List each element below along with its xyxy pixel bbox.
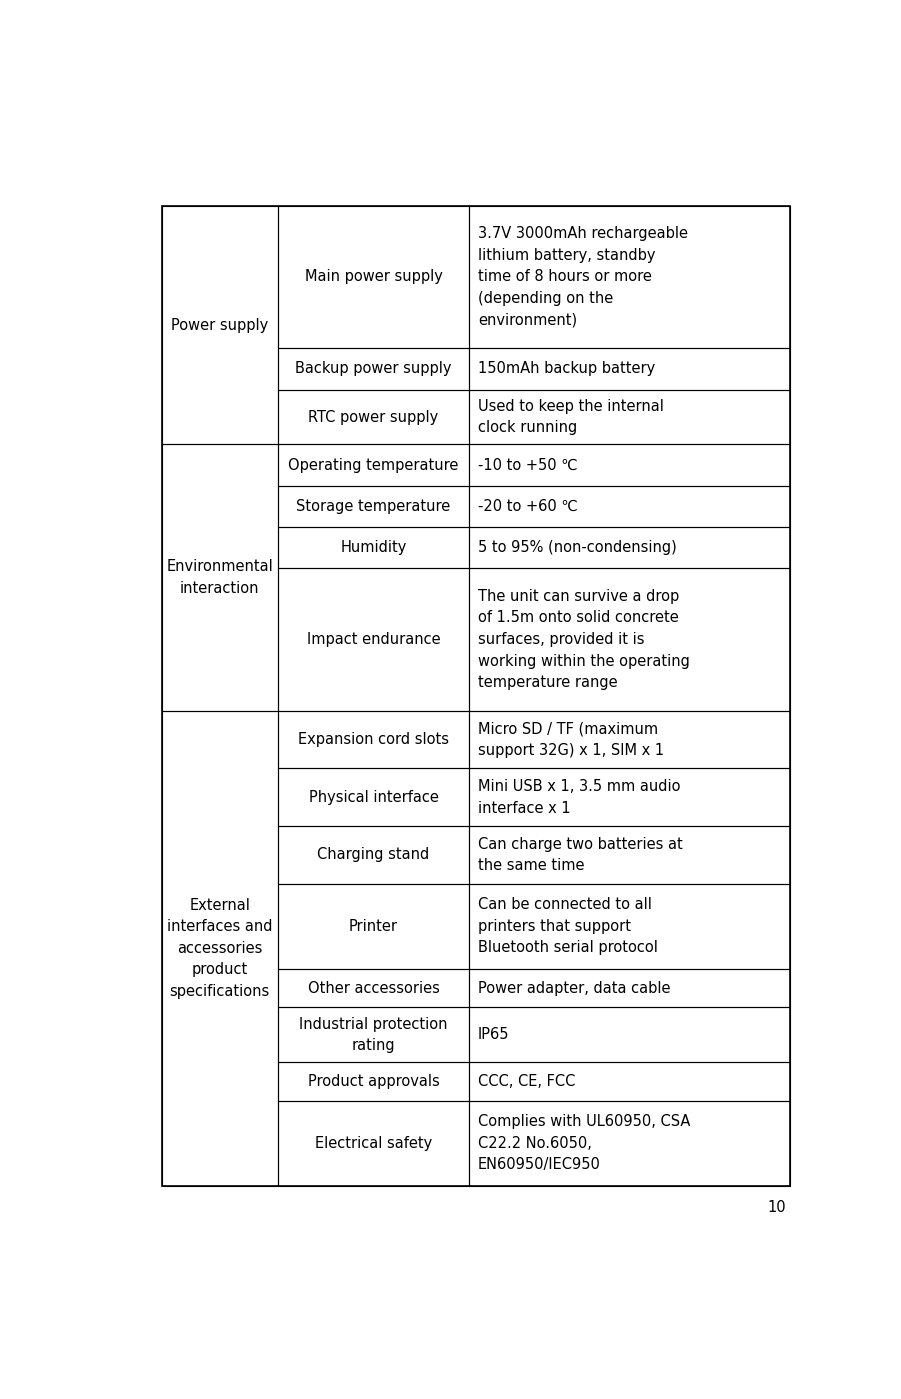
Bar — [469, 884, 790, 970]
Bar — [278, 711, 469, 768]
Text: Can be connected to all
printers that support
Bluetooth serial protocol: Can be connected to all printers that su… — [478, 897, 658, 956]
Bar — [469, 206, 790, 348]
Bar — [469, 970, 790, 1007]
Text: Backup power supply: Backup power supply — [296, 361, 452, 376]
Text: CCC, CE, FCC: CCC, CE, FCC — [478, 1074, 575, 1088]
Text: Printer: Printer — [349, 919, 398, 935]
Text: 3.7V 3000mAh rechargeable
lithium battery, standby
time of 8 hours or more
(depe: 3.7V 3000mAh rechargeable lithium batter… — [478, 227, 687, 327]
Text: Electrical safety: Electrical safety — [315, 1136, 432, 1151]
Bar — [278, 445, 469, 485]
Bar — [278, 1062, 469, 1101]
Text: Power adapter, data cable: Power adapter, data cable — [478, 981, 670, 996]
Text: IP65: IP65 — [478, 1027, 509, 1042]
Bar — [469, 568, 790, 711]
Text: -10 to +50 ℃: -10 to +50 ℃ — [478, 457, 578, 473]
Bar — [278, 768, 469, 827]
Bar — [278, 485, 469, 527]
Text: RTC power supply: RTC power supply — [308, 410, 439, 424]
Text: Other accessories: Other accessories — [307, 981, 440, 996]
Bar — [161, 445, 278, 711]
Text: 5 to 95% (non-condensing): 5 to 95% (non-condensing) — [478, 540, 677, 555]
Text: 10: 10 — [768, 1200, 787, 1214]
Text: Industrial protection
rating: Industrial protection rating — [299, 1017, 448, 1053]
Text: Operating temperature: Operating temperature — [288, 457, 459, 473]
Text: Used to keep the internal
clock running: Used to keep the internal clock running — [478, 399, 664, 435]
Text: Complies with UL60950, CSA
C22.2 No.6050,
EN60950/IEC950: Complies with UL60950, CSA C22.2 No.6050… — [478, 1114, 690, 1172]
Bar — [161, 711, 278, 1186]
Text: The unit can survive a drop
of 1.5m onto solid concrete
surfaces, provided it is: The unit can survive a drop of 1.5m onto… — [478, 589, 689, 690]
Text: Product approvals: Product approvals — [308, 1074, 440, 1088]
Bar — [469, 711, 790, 768]
Text: External
interfaces and
accessories
product
specifications: External interfaces and accessories prod… — [167, 898, 272, 999]
Bar — [278, 568, 469, 711]
Text: Environmental
interaction: Environmental interaction — [167, 560, 273, 596]
Text: Can charge two batteries at
the same time: Can charge two batteries at the same tim… — [478, 837, 683, 873]
Text: Storage temperature: Storage temperature — [296, 499, 450, 513]
Bar — [469, 485, 790, 527]
Bar — [278, 1007, 469, 1062]
Text: Expansion cord slots: Expansion cord slots — [298, 732, 449, 747]
Text: Mini USB x 1, 3.5 mm audio
interface x 1: Mini USB x 1, 3.5 mm audio interface x 1 — [478, 779, 680, 816]
Bar — [469, 768, 790, 827]
Bar — [161, 206, 790, 1186]
Bar — [278, 827, 469, 884]
Text: Humidity: Humidity — [341, 540, 406, 555]
Bar — [469, 527, 790, 568]
Text: -20 to +60 ℃: -20 to +60 ℃ — [478, 499, 578, 513]
Bar — [469, 827, 790, 884]
Bar — [278, 389, 469, 445]
Bar — [469, 445, 790, 485]
Text: Micro SD / TF (maximum
support 32G) x 1, SIM x 1: Micro SD / TF (maximum support 32G) x 1,… — [478, 722, 664, 758]
Bar — [469, 1007, 790, 1062]
Bar — [278, 970, 469, 1007]
Bar — [469, 1101, 790, 1186]
Text: Power supply: Power supply — [171, 318, 268, 333]
Text: Physical interface: Physical interface — [309, 790, 439, 804]
Bar — [278, 527, 469, 568]
Bar — [469, 389, 790, 445]
Bar — [161, 206, 278, 445]
Bar — [278, 348, 469, 389]
Bar — [469, 1062, 790, 1101]
Text: Main power supply: Main power supply — [305, 270, 442, 284]
Text: Impact endurance: Impact endurance — [307, 632, 441, 646]
Bar — [469, 348, 790, 389]
Text: Charging stand: Charging stand — [317, 848, 430, 863]
Bar — [278, 1101, 469, 1186]
Bar — [278, 884, 469, 970]
Text: 150mAh backup battery: 150mAh backup battery — [478, 361, 655, 376]
Bar — [278, 206, 469, 348]
